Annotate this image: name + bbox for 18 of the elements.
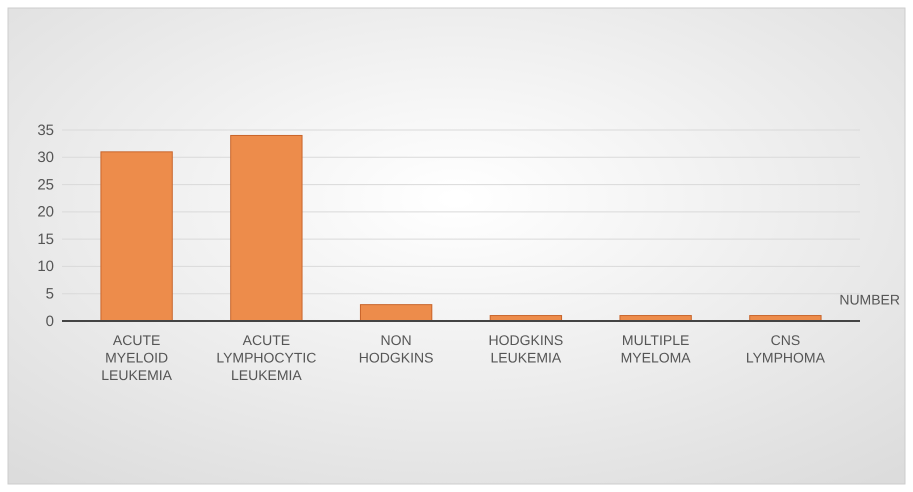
bar: [230, 134, 303, 322]
x-tick-label: CNS LYMPHOMA: [746, 332, 826, 366]
y-tick-label: 10: [37, 258, 54, 276]
x-tick-label: HODGKINS LEUKEMIA: [488, 332, 564, 366]
bar: [360, 304, 432, 322]
y-tick-label: 5: [46, 286, 54, 303]
x-tick-label: MULTIPLE MYELOMA: [620, 332, 692, 366]
x-tick-label: NON HODGKINS: [358, 332, 434, 366]
bar: [100, 151, 173, 322]
series-label: NUMBER: [839, 292, 900, 308]
y-tick-label: 20: [37, 204, 54, 221]
x-tick-label: ACUTE MYELOID LEUKEMIA: [101, 332, 173, 383]
y-tick-label: 35: [37, 122, 54, 139]
y-tick-label: 15: [37, 230, 54, 248]
y-tick-label: 30: [37, 149, 54, 166]
y-tick-label: 0: [46, 312, 54, 330]
y-tick-label: 25: [37, 176, 54, 194]
x-tick-label: ACUTE LYMPHOCYTIC LEUKEMIA: [216, 332, 316, 383]
